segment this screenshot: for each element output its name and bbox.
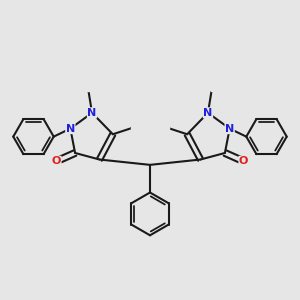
Text: N: N [66, 124, 75, 134]
Text: N: N [203, 108, 213, 118]
Text: N: N [225, 124, 234, 134]
Text: O: O [239, 156, 248, 166]
Text: N: N [87, 108, 97, 118]
Text: O: O [52, 156, 61, 166]
